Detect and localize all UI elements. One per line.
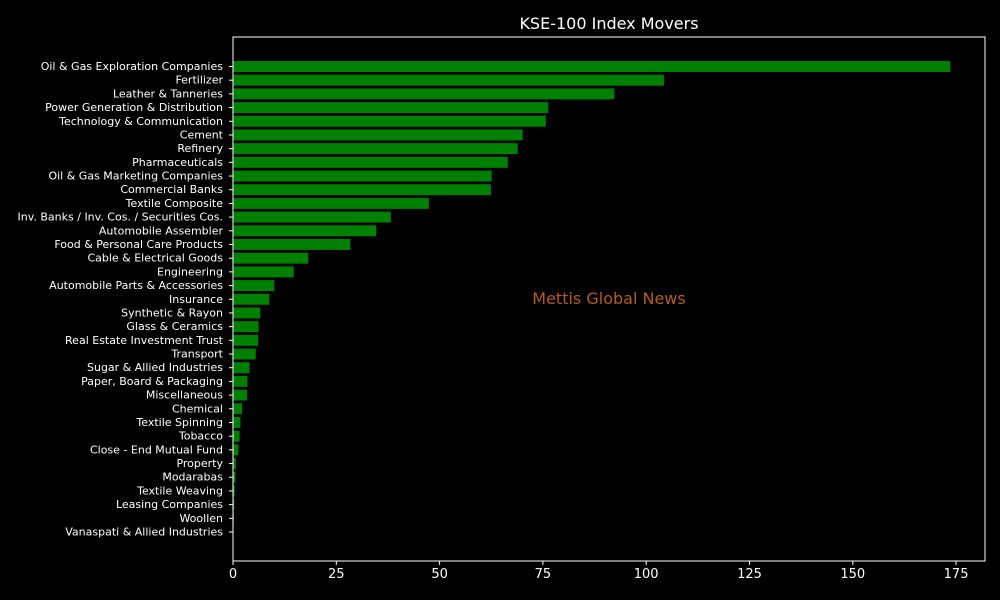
bars-layer <box>233 61 951 538</box>
category-label: Textile Spinning <box>135 416 223 429</box>
x-tick-label: 100 <box>634 567 659 582</box>
x-tick-label: 50 <box>431 567 448 582</box>
bar <box>233 115 546 127</box>
bar <box>233 143 518 155</box>
bar <box>233 74 664 86</box>
category-label: Real Estate Investment Trust <box>65 334 224 347</box>
category-label: Vanaspati & Allied Industries <box>65 526 223 539</box>
bar <box>233 88 615 100</box>
category-label: Tobacco <box>178 430 223 443</box>
bar <box>233 184 491 196</box>
category-labels: Oil & Gas Exploration CompaniesFertilize… <box>18 60 233 539</box>
category-label: Transport <box>170 348 223 361</box>
category-label: Oil & Gas Marketing Companies <box>48 170 223 183</box>
x-tick-label: 25 <box>328 567 345 582</box>
bar <box>233 61 951 72</box>
bar <box>233 266 294 278</box>
category-label: Cable & Electrical Goods <box>87 252 223 265</box>
category-label: Paper, Board & Packaging <box>81 375 223 388</box>
category-label: Power Generation & Distribution <box>45 101 223 114</box>
bar <box>233 239 351 250</box>
plot-frame <box>232 36 986 562</box>
bar <box>233 293 270 305</box>
category-label: Leather & Tanneries <box>113 87 223 100</box>
category-label: Miscellaneous <box>146 389 223 402</box>
category-label: Synthetic & Rayon <box>121 306 223 319</box>
category-label: Insurance <box>169 293 223 306</box>
category-label: Engineering <box>157 265 223 278</box>
bar <box>233 334 259 346</box>
bar <box>233 348 256 360</box>
category-label: Chemical <box>172 402 223 415</box>
bar <box>233 471 236 483</box>
category-label: Modarabas <box>162 471 223 484</box>
category-label: Pharmaceuticals <box>132 156 223 169</box>
category-label: Textile Composite <box>125 197 224 210</box>
bar <box>233 156 508 168</box>
bar <box>233 485 235 497</box>
x-axis-ticks: 0 25 50 75 100 125 150 175 <box>229 561 969 582</box>
bar <box>233 280 275 292</box>
category-label: Woollen <box>179 512 223 525</box>
chart-title: KSE-100 Index Movers <box>519 14 698 33</box>
bar <box>233 416 241 428</box>
bar <box>233 430 240 442</box>
bar <box>233 102 549 114</box>
category-label: Refinery <box>177 142 223 155</box>
bar <box>233 321 259 333</box>
bar <box>233 211 391 223</box>
bar <box>233 444 239 456</box>
category-label: Property <box>176 457 223 470</box>
category-label: Close - End Mutual Fund <box>90 443 223 456</box>
x-tick-label: 175 <box>944 567 969 582</box>
x-tick-label: 75 <box>535 567 552 582</box>
category-label: Leasing Companies <box>116 498 223 511</box>
category-label: Food & Personal Care Products <box>54 238 223 251</box>
bar <box>233 389 248 401</box>
bar <box>233 403 243 415</box>
category-label: Cement <box>180 128 224 141</box>
category-label: Automobile Assembler <box>99 224 224 237</box>
watermark-text: Mettis Global News <box>532 289 685 308</box>
bar <box>233 170 492 182</box>
category-label: Textile Weaving <box>136 484 223 497</box>
category-label: Oil & Gas Exploration Companies <box>41 60 224 73</box>
bar <box>233 458 236 470</box>
category-label: Automobile Parts & Accessories <box>49 279 223 292</box>
bar <box>233 362 250 374</box>
bar <box>233 225 377 237</box>
bar <box>233 307 261 319</box>
category-label: Glass & Ceramics <box>126 320 223 333</box>
category-label: Sugar & Allied Industries <box>87 361 223 374</box>
category-label: Fertilizer <box>175 74 223 87</box>
category-label: Technology & Communication <box>58 115 223 128</box>
bar <box>233 499 235 511</box>
x-tick-label: 125 <box>737 567 762 582</box>
x-tick-label: 150 <box>840 567 865 582</box>
bar <box>233 129 523 141</box>
category-label: Inv. Banks / Inv. Cos. / Securities Cos. <box>18 211 223 224</box>
bar <box>233 197 429 209</box>
bar <box>233 375 248 387</box>
x-tick-label: 0 <box>229 567 237 582</box>
category-label: Commercial Banks <box>120 183 223 196</box>
bar <box>233 252 309 264</box>
